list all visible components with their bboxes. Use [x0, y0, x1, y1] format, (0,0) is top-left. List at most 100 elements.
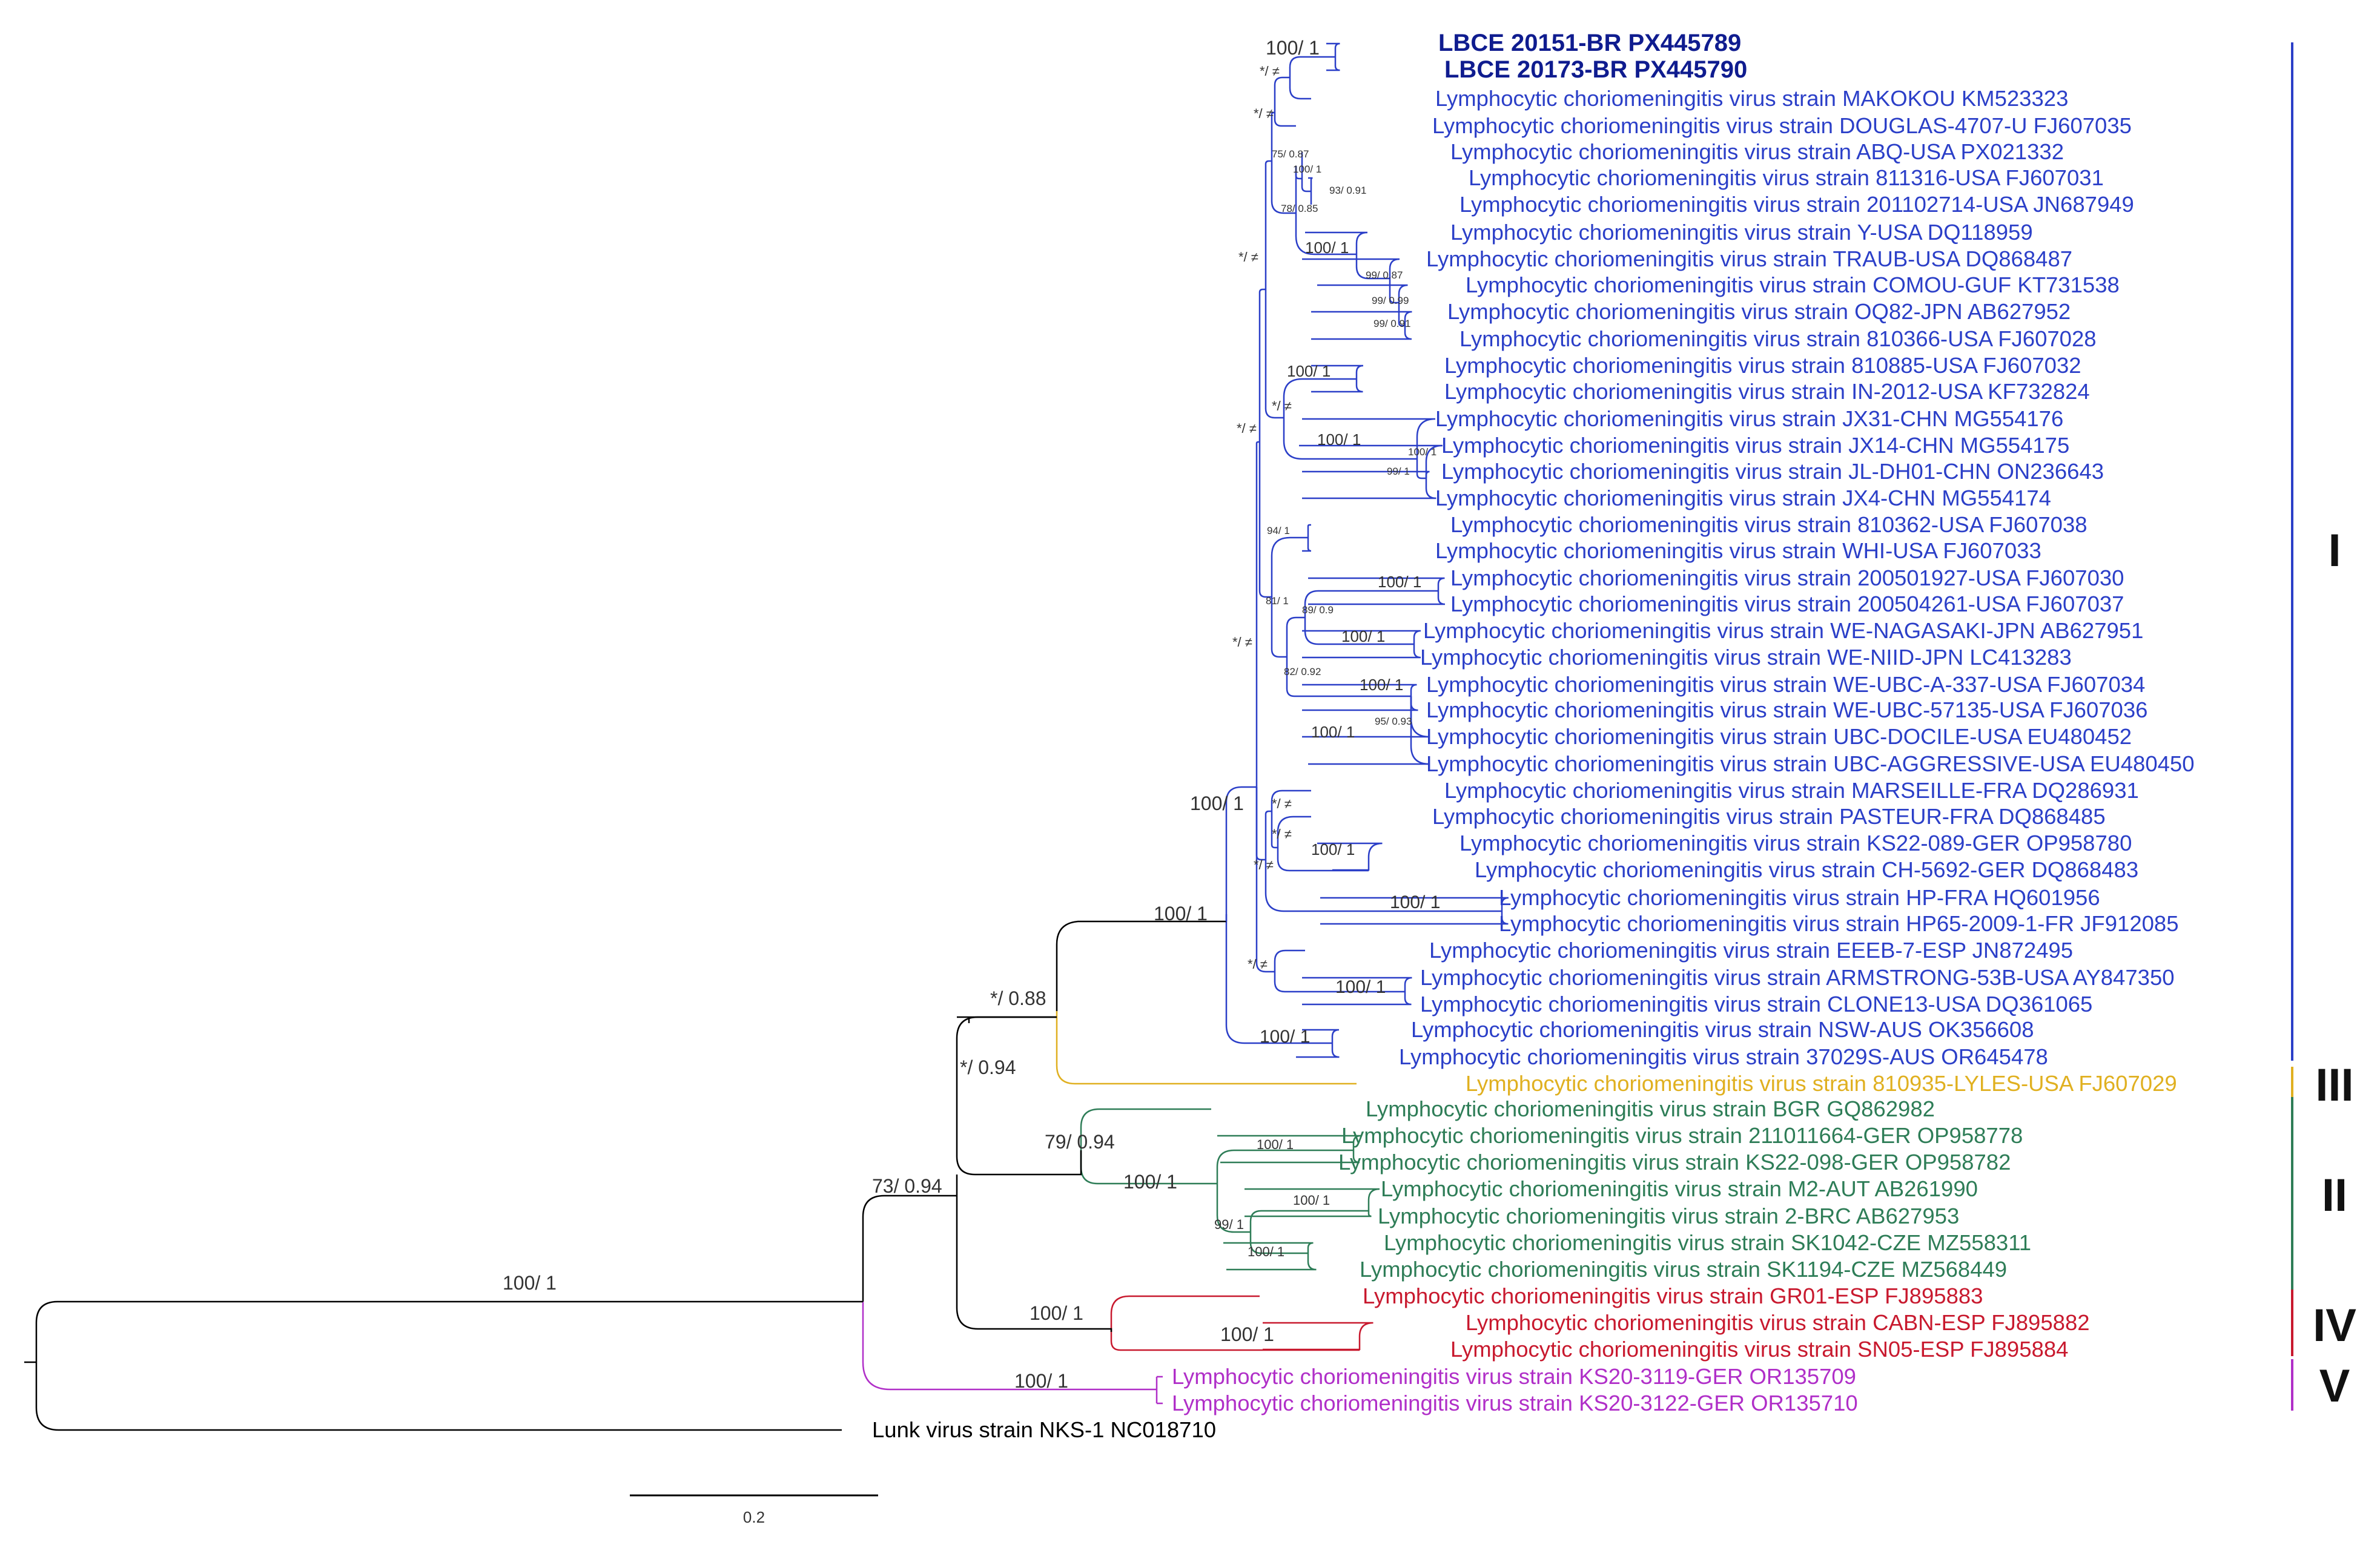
support-label: */ 0.88 — [990, 987, 1046, 1009]
branch — [1398, 303, 1405, 327]
support-label: 100/ 1 — [1311, 723, 1355, 741]
support-label: 100/ 1 — [1030, 1302, 1083, 1324]
support-label: */ ≠ — [1272, 826, 1292, 842]
tip-label: Lymphocytic choriomeningitis virus strai… — [1411, 1017, 2034, 1042]
branch — [956, 1175, 1112, 1332]
support-label: 99/ 0.91 — [1373, 318, 1410, 329]
support-label: 100/ 1 — [1360, 676, 1403, 694]
branch — [1277, 848, 1369, 872]
branch — [1308, 696, 1430, 765]
support-label: 75/ 0.87 — [1272, 148, 1309, 160]
clade-label-III: III — [2315, 1059, 2353, 1111]
branch — [1320, 911, 1509, 925]
branch — [35, 1300, 863, 1362]
branch — [1264, 860, 1502, 912]
tip-label: Lymphocytic choriomeningitis virus strai… — [1384, 1230, 2031, 1255]
branch — [1296, 1043, 1340, 1058]
support-label: 100/ 1 — [1190, 792, 1244, 814]
tip-label: Lymphocytic choriomeningitis virus strai… — [1444, 778, 2139, 803]
support-label: 99/ 0.99 — [1372, 295, 1409, 306]
support-label: 100/ 1 — [1287, 362, 1330, 380]
tip-label: Lymphocytic choriomeningitis virus strai… — [1426, 724, 2132, 749]
tip-label: Lymphocytic choriomeningitis virus strai… — [1466, 1310, 2090, 1335]
branch — [1264, 289, 1284, 419]
tip-label: Lymphocytic choriomeningitis virus strai… — [1450, 220, 2033, 245]
tip-label: Lymphocytic choriomeningitis virus strai… — [1378, 1204, 1959, 1228]
tip-label: Lymphocytic choriomeningitis virus strai… — [1420, 645, 2072, 670]
branch — [1289, 77, 1311, 100]
support-label: 82/ 0.92 — [1284, 666, 1321, 677]
branch — [1271, 161, 1296, 214]
branch — [1080, 1108, 1211, 1150]
branch — [1416, 459, 1426, 479]
branch — [1271, 597, 1287, 658]
branch — [1302, 538, 1312, 552]
support-label: 100/ 1 — [1335, 977, 1386, 997]
support-label: 73/ 0.94 — [872, 1175, 942, 1197]
branch — [1302, 1029, 1340, 1043]
support-label: 81/ 1 — [1266, 595, 1289, 607]
branch — [1308, 177, 1313, 191]
branch — [1307, 524, 1311, 538]
support-label: 78/ 0.85 — [1281, 203, 1318, 214]
support-label: 100/ 1 — [1311, 840, 1355, 858]
branch — [1304, 618, 1414, 645]
support-label: 100/ 1 — [1293, 163, 1321, 175]
branch — [1304, 590, 1438, 618]
tip-label: Lymphocytic choriomeningitis virus strai… — [1450, 512, 2087, 537]
support-labels: 100/ 1 */ ≠ */ ≠ 75/ 0.87 100/ 1 93/ 0.91 78/ … — [503, 37, 1440, 1392]
support-label: 89/ 0.9 — [1302, 604, 1334, 616]
tip-label: Lymphocytic choriomeningitis virus strai… — [1435, 86, 2068, 111]
scale-bar: 0.2 — [630, 1494, 878, 1526]
branch — [1302, 992, 1412, 1006]
clade-label-V: V — [2319, 1360, 2350, 1412]
branch — [35, 1362, 842, 1431]
tip-label: Lymphocytic choriomeningitis virus strai… — [1341, 1123, 2023, 1148]
tip-label: LBCE 20151-BR PX445789 — [1438, 30, 1741, 56]
branch — [1245, 1211, 1372, 1217]
tip-label: Lymphocytic choriomeningitis virus strai… — [1444, 379, 2090, 404]
tip-label: Lymphocytic choriomeningitis virus strai… — [1423, 618, 2143, 643]
branch — [1302, 644, 1421, 659]
support-label: 100/ 1 — [1154, 903, 1208, 924]
branch — [1157, 1376, 1163, 1405]
tip-label: Lymphocytic choriomeningitis virus strai… — [1172, 1364, 1856, 1389]
support-label: 100/ 1 — [1220, 1323, 1274, 1345]
clade-label-IV: IV — [2313, 1300, 2356, 1351]
branch — [1274, 949, 1305, 972]
support-label: 99/ 1 — [1387, 466, 1410, 477]
branch — [1355, 254, 1390, 280]
branch — [36, 1300, 864, 1363]
branch — [1225, 914, 1332, 1044]
branch — [1255, 787, 1275, 973]
branch — [1217, 1135, 1361, 1150]
branch — [1271, 811, 1278, 849]
branch — [1264, 810, 1272, 860]
support-label: */ ≠ — [1238, 249, 1258, 265]
branch — [1274, 972, 1405, 993]
tip-label: Lymphocytic choriomeningitis virus strai… — [1499, 911, 2179, 936]
support-label: */ ≠ — [1272, 398, 1292, 414]
branch — [1216, 1149, 1354, 1184]
support-label: 99/ 1 — [1214, 1217, 1244, 1232]
branch — [1271, 111, 1275, 161]
tip-label: Lymphocytic choriomeningitis virus strai… — [1432, 113, 2132, 138]
tip-label: Lymphocytic choriomeningitis virus strai… — [1360, 1257, 2007, 1282]
tip-label: Lymphocytic choriomeningitis virus strai… — [1466, 272, 2120, 297]
tip-label: Lymphocytic choriomeningitis virus strai… — [1172, 1391, 1858, 1415]
branch — [1308, 577, 1445, 591]
tip-label: Lymphocytic choriomeningitis virus strai… — [1429, 938, 2073, 963]
support-label: */ 0.94 — [960, 1056, 1016, 1078]
branch — [1223, 1242, 1314, 1253]
branch — [1255, 441, 1260, 787]
support-label: 100/ 1 — [1390, 892, 1440, 912]
tip-label: Lymphocytic choriomeningitis virus strai… — [1459, 192, 2134, 217]
branch — [1271, 789, 1311, 811]
support-label: 100/ 1 — [1341, 627, 1385, 645]
tip-label: Lymphocytic choriomeningitis virus strai… — [1441, 459, 2104, 484]
support-label: 100/ 1 — [1260, 1027, 1310, 1047]
tip-label: Lymphocytic choriomeningitis virus strai… — [1450, 565, 2124, 590]
branch — [1302, 478, 1436, 499]
support-label: */ ≠ — [1254, 857, 1274, 872]
tip-label: Lymphocytic choriomeningitis virus strai… — [1399, 1044, 2048, 1069]
